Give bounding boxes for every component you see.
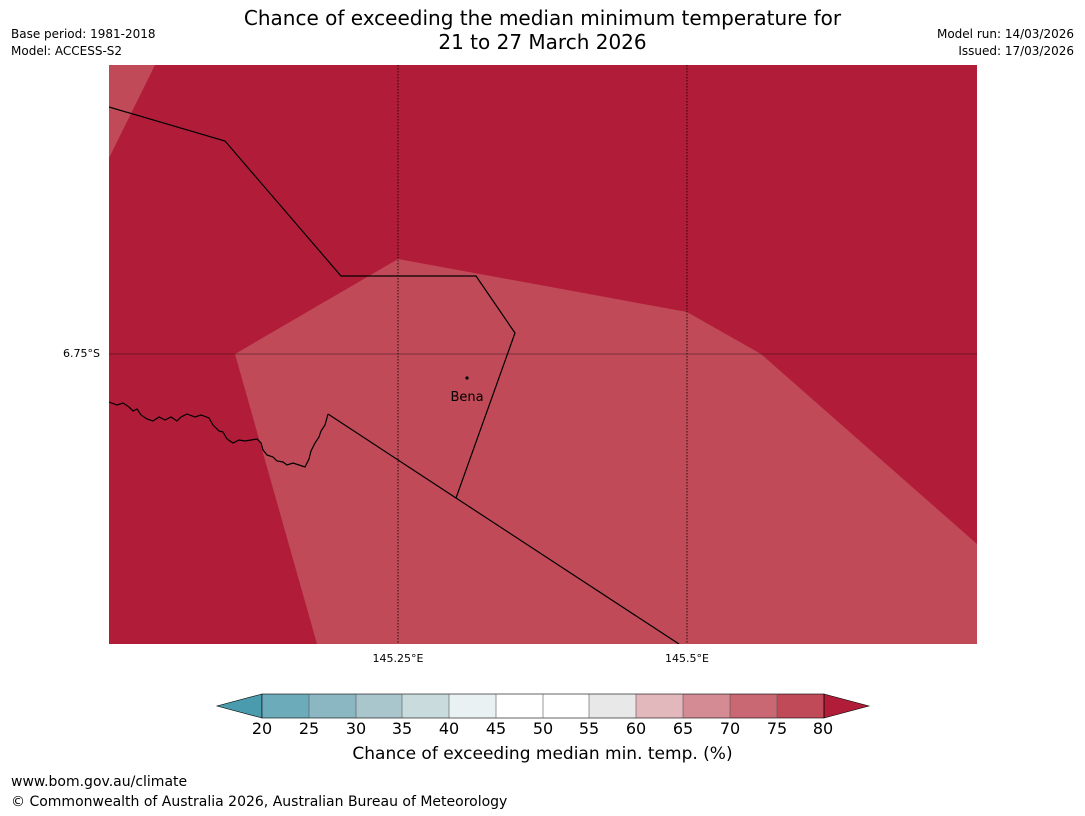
model-name: Model: ACCESS-S2 <box>11 44 123 58</box>
colorbar-band-25-30 <box>309 694 356 718</box>
colorbar-tick-55: 55 <box>578 719 600 738</box>
colorbar-band-30-35 <box>356 694 402 718</box>
colorbar-tick-30: 30 <box>345 719 367 738</box>
colorbar-band-60-65 <box>636 694 683 718</box>
title-line-2: 21 to 27 March 2026 <box>438 30 647 54</box>
colorbar <box>215 693 871 719</box>
colorbar-label: Chance of exceeding median min. temp. (%… <box>352 744 733 764</box>
model-info: Base period: 1981-2018 Model: ACCESS-S2 <box>11 26 156 60</box>
website-text: www.bom.gov.au/climate <box>11 774 188 790</box>
colorbar-band-40-45 <box>449 694 496 718</box>
river-coastline <box>109 401 329 468</box>
colorbar-tick-70: 70 <box>719 719 741 738</box>
colorbar-band-45-50 <box>496 694 543 718</box>
colorbar-tick-65: 65 <box>672 719 694 738</box>
map-title: Chance of exceeding the median minimum t… <box>0 6 1085 54</box>
colorbar-tick-75: 75 <box>766 719 788 738</box>
issued-date: Issued: 17/03/2026 <box>958 44 1074 58</box>
probability-region-75-80-corner <box>109 65 155 158</box>
colorbar-dividers <box>308 694 778 718</box>
longitude-tick-label-2: 145.5°E <box>665 652 709 665</box>
colorbar-tick-35: 35 <box>391 719 413 738</box>
base-period: Base period: 1981-2018 <box>11 27 156 41</box>
colorbar-band-50-55 <box>543 694 589 718</box>
run-info: Model run: 14/03/2026 Issued: 17/03/2026 <box>937 26 1074 60</box>
colorbar-band-65-70 <box>683 694 730 718</box>
town-marker-bena <box>465 376 469 380</box>
colorbar-tick-40: 40 <box>438 719 460 738</box>
latitude-tick-label: 6.75°S <box>63 347 100 360</box>
colorbar-tick-20: 20 <box>251 719 273 738</box>
title-line-1: Chance of exceeding the median minimum t… <box>243 6 842 30</box>
probability-region-75-80 <box>235 259 977 644</box>
colorbar-high-arrow <box>823 693 871 719</box>
colorbar-band-55-60 <box>589 694 636 718</box>
forecast-map: Bena <box>109 65 977 644</box>
colorbar-tick-60: 60 <box>625 719 647 738</box>
colorbar-tick-25: 25 <box>298 719 320 738</box>
colorbar-band-20-25 <box>262 694 309 718</box>
colorbar-band-70-75 <box>730 694 777 718</box>
colorbar-tick-45: 45 <box>485 719 507 738</box>
colorbar-tick-50: 50 <box>532 719 554 738</box>
town-label-bena: Bena <box>450 390 483 405</box>
model-run: Model run: 14/03/2026 <box>936 27 1074 41</box>
longitude-tick-label-1: 145.25°E <box>372 652 424 665</box>
district-boundary-south <box>327 413 457 499</box>
colorbar-band-35-40 <box>402 694 449 718</box>
copyright-text: © Commonwealth of Australia 2026, Austra… <box>11 794 508 810</box>
colorbar-tick-80: 80 <box>812 719 834 738</box>
colorbar-low-arrow <box>215 693 263 719</box>
colorbar-band-75-80 <box>777 694 824 718</box>
